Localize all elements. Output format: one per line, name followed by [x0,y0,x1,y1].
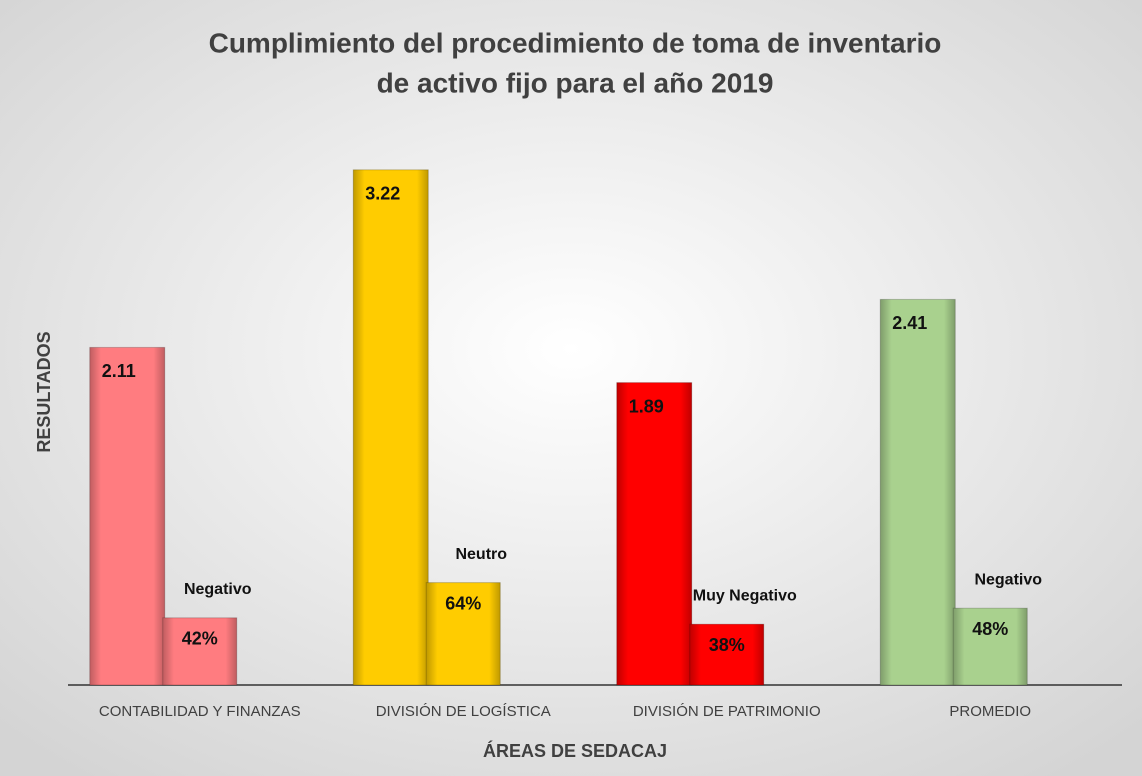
x-tick-label: PROMEDIO [949,703,1031,720]
bar [879,298,956,686]
data-label: 64% [445,593,481,613]
data-label: 2.11 [102,361,136,381]
data-label: 38% [709,635,745,655]
x-tick-label: CONTABILIDAD Y FINANZAS [99,703,301,720]
y-axis-title: RESULTADOS [34,331,54,452]
data-label: 3.22 [365,184,400,204]
annotation: Negativo [184,581,252,598]
chart-title: Cumplimiento del procedimiento de toma d… [209,27,942,58]
bar [352,169,429,686]
data-label: 1.89 [629,396,664,416]
annotation: Neutro [455,546,507,563]
bar [616,382,693,686]
data-label: 48% [972,619,1008,639]
data-label: 2.41 [892,313,927,333]
annotation: Negativo [974,571,1042,588]
bar [89,346,166,686]
x-tick-label: DIVISIÓN DE PATRIMONIO [633,703,821,720]
data-label: 42% [182,629,218,649]
chart-title: de activo fijo para el año 2019 [377,67,774,98]
x-axis-title: ÁREAS DE SEDACAJ [483,740,667,761]
annotation: Muy Negativo [693,587,797,604]
x-tick-label: DIVISIÓN DE LOGÍSTICA [376,703,551,720]
